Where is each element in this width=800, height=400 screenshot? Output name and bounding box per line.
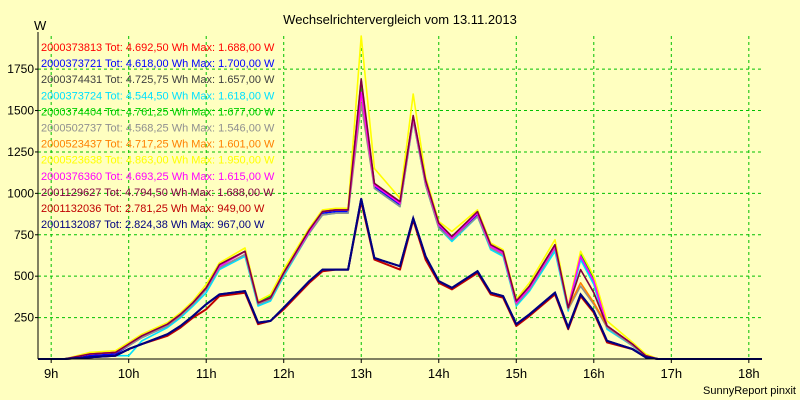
x-tick-label: 18h <box>738 366 760 381</box>
legend-entry: 2000523437 Tot: 4.717,25 Wh Max: 1.601,0… <box>41 139 275 151</box>
legend-entry: 2001132087 Tot: 2.824,38 Wh Max: 967,00 … <box>41 219 265 231</box>
y-axis-label: W <box>34 18 47 33</box>
y-tick-label: 250 <box>14 311 34 325</box>
y-tick-label: 1750 <box>7 62 34 76</box>
legend-entry: 2000373721 Tot: 4.618,00 Wh Max: 1.700,0… <box>41 58 275 70</box>
y-tick-label: 1000 <box>7 186 34 200</box>
x-tick-label: 15h <box>505 366 527 381</box>
x-tick-label: 12h <box>273 366 295 381</box>
legend: 2000373813 Tot: 4.692,50 Wh Max: 1.688,0… <box>41 42 275 231</box>
x-tick-label: 9h <box>44 366 58 381</box>
legend-entry: 2000373724 Tot: 4.544,50 Wh Max: 1.618,0… <box>41 90 275 102</box>
legend-entry: 2000373813 Tot: 4.692,50 Wh Max: 1.688,0… <box>41 42 275 54</box>
x-tick-label: 13h <box>350 366 372 381</box>
series-line-emphasis <box>38 198 762 360</box>
series-layer <box>38 35 762 360</box>
y-tick-label: 1250 <box>7 145 34 159</box>
x-tick-label: 16h <box>583 366 605 381</box>
legend-entry: 2001129627 Tot: 4.794,50 Wh Max: 1.688,0… <box>41 187 274 199</box>
legend-entry: 2000502737 Tot: 4.568,25 Wh Max: 1.546,0… <box>41 123 275 135</box>
axes: 250 500 750 1000 1250 1500 1750 9h 10h 11h 12h 13h 1… <box>7 32 762 381</box>
legend-entry: 2000523638 Tot: 4.863,00 Wh Max: 1.950,0… <box>41 155 275 167</box>
legend-entry: 2000374431 Tot: 4.725,75 Wh Max: 1.657,0… <box>41 74 275 86</box>
x-tick-label: 17h <box>660 366 682 381</box>
legend-entry: 2000376360 Tot: 4.693,25 Wh Max: 1.615,0… <box>41 171 275 183</box>
y-tick-label: 750 <box>14 228 34 242</box>
legend-entry: 2000374404 Tot: 4.761,25 Wh Max: 1.677,0… <box>41 106 275 118</box>
x-tick-label: 11h <box>196 366 217 381</box>
y-tick-label: 500 <box>14 269 34 283</box>
chart-title: Wechselrichtervergleich vom 13.11.2013 <box>283 12 517 27</box>
legend-entry: 2001132036 Tot: 2.781,25 Wh Max: 949,00 … <box>41 203 265 215</box>
x-tick-label: 14h <box>428 366 450 381</box>
x-tick-label: 10h <box>118 366 140 381</box>
chart-footer: SunnyReport pinxit <box>703 385 796 397</box>
y-tick-label: 1500 <box>7 104 34 118</box>
series-line-8 <box>38 35 762 360</box>
